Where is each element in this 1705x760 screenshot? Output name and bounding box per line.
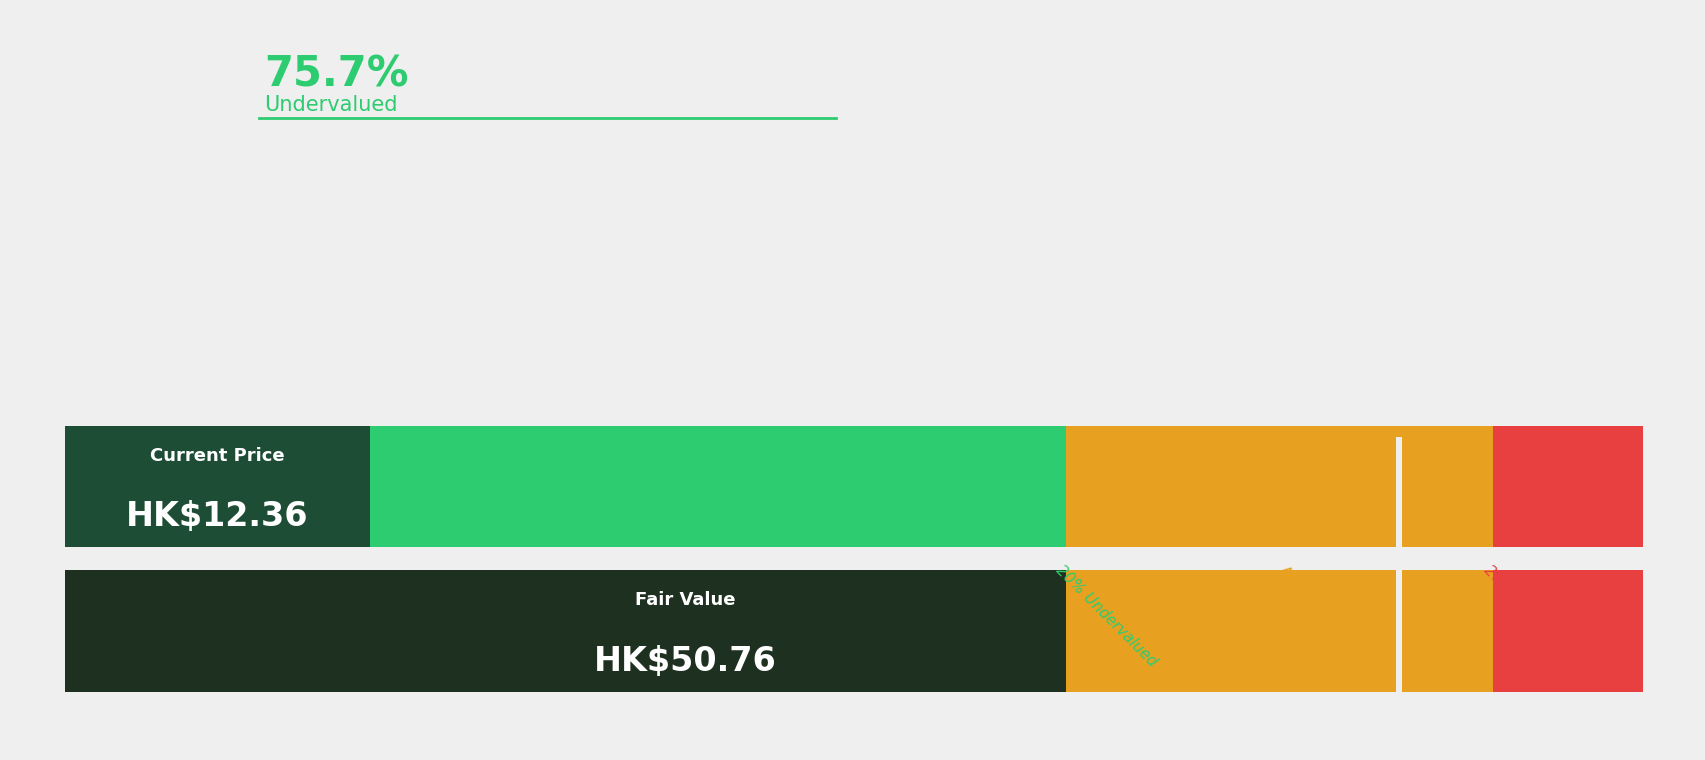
FancyBboxPatch shape <box>1492 570 1642 692</box>
Text: Undervalued: Undervalued <box>264 95 397 115</box>
FancyBboxPatch shape <box>1066 426 1398 547</box>
FancyBboxPatch shape <box>1398 570 1492 692</box>
Text: 20% Overvalued: 20% Overvalued <box>1480 562 1581 663</box>
Text: HK$12.36: HK$12.36 <box>126 500 309 534</box>
Text: 75.7%: 75.7% <box>264 53 409 95</box>
Text: HK$50.76: HK$50.76 <box>593 644 776 678</box>
FancyBboxPatch shape <box>1492 426 1642 547</box>
FancyBboxPatch shape <box>65 570 1066 692</box>
FancyBboxPatch shape <box>65 426 370 547</box>
FancyBboxPatch shape <box>65 426 1066 547</box>
Text: Current Price: Current Price <box>150 447 285 465</box>
Text: About Right: About Right <box>1275 562 1350 637</box>
FancyBboxPatch shape <box>1395 437 1402 692</box>
Text: Fair Value: Fair Value <box>634 591 735 610</box>
FancyBboxPatch shape <box>65 570 1066 692</box>
FancyBboxPatch shape <box>1066 570 1398 692</box>
FancyBboxPatch shape <box>1398 426 1492 547</box>
Text: 20% Undervalued: 20% Undervalued <box>1052 562 1159 670</box>
